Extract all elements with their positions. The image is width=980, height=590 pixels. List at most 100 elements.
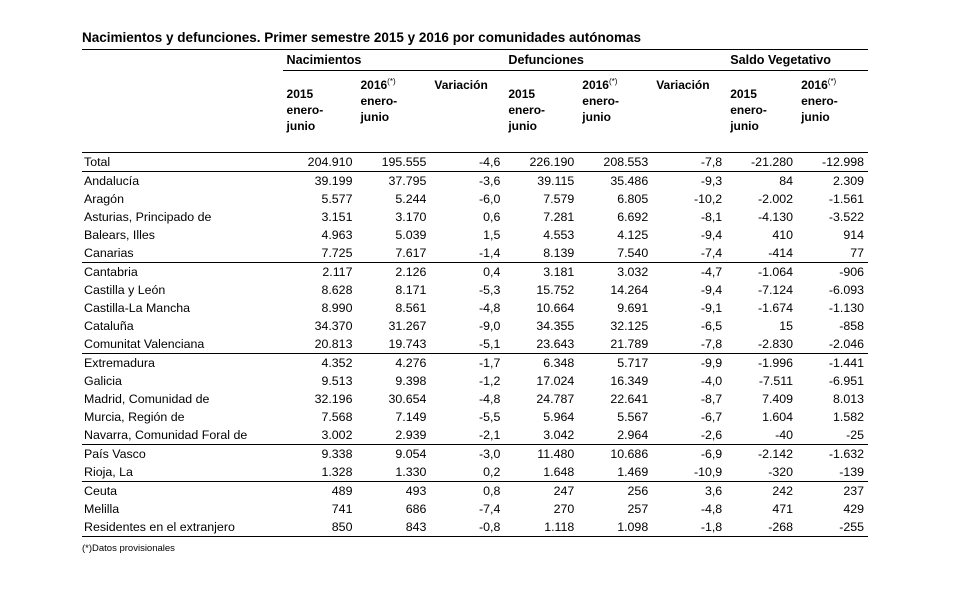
table-title: Nacimientos y defunciones. Primer semest… xyxy=(82,30,641,45)
saldo-2015: -7.511 xyxy=(758,374,794,388)
defunciones-2016: 32.125 xyxy=(610,319,649,333)
saldo-2015: -1.674 xyxy=(757,301,794,315)
defunciones-2015: 270 xyxy=(553,502,575,516)
period-label: enero- xyxy=(360,94,398,108)
nacimientos-2016: 31.267 xyxy=(388,319,427,333)
nacimientos-variacion: -0,8 xyxy=(430,518,505,537)
nacimientos-variacion: 0,4 xyxy=(430,262,505,281)
defunciones-variacion: -8,7 xyxy=(700,392,723,406)
nacimientos-2016: 7.149 xyxy=(395,410,427,424)
region-name: Asturias, Principado de xyxy=(84,210,212,224)
defunciones-variacion: -4,8 xyxy=(700,502,723,516)
nacimientos-2015: 32.196 xyxy=(314,392,353,406)
year-label: 2015 xyxy=(730,87,757,101)
defunciones-2016: 6.805 xyxy=(617,192,649,206)
defunciones-2015: 34.355 xyxy=(536,319,575,333)
saldo-2015: -268 xyxy=(726,518,798,537)
table-row: Navarra, Comunidad Foral de 3.002 2.939 -2,… xyxy=(82,426,868,445)
defunciones-2015: 1.118 xyxy=(504,518,579,537)
saldo-2016: -1.632 xyxy=(797,444,868,463)
nacimientos-variacion: -7,4 xyxy=(478,502,501,516)
saldo-2015: 471 xyxy=(772,502,794,516)
region-name: País Vasco xyxy=(82,444,283,463)
saldo-2015: -7.124 xyxy=(757,283,794,297)
nacimientos-2016: 7.617 xyxy=(395,246,427,260)
defunciones-2015: 7.281 xyxy=(543,210,575,224)
saldo-2015: -2.002 xyxy=(757,192,794,206)
defunciones-2016: 35.486 xyxy=(578,171,653,190)
nacimientos-2016: 9.398 xyxy=(395,374,427,388)
saldo-2015: -21.280 xyxy=(726,152,798,172)
table-row: Balears, Illes 4.963 5.039 1,5 4.553 4.125 -9,… xyxy=(82,226,868,244)
nacimientos-2016: 4.276 xyxy=(356,353,431,372)
defunciones-2016: 1.098 xyxy=(578,518,653,537)
region-name: Navarra, Comunidad Foral de xyxy=(84,428,248,442)
nacimientos-variacion: -3,6 xyxy=(430,171,505,190)
nacimientos-2016: 686 xyxy=(405,502,427,516)
defunciones-2015: 8.139 xyxy=(543,246,575,260)
table-row: Cantabria 2.117 2.126 0,4 3.181 3.032 -4,7 -1.0… xyxy=(82,262,868,281)
defunciones-2015: 7.579 xyxy=(543,192,575,206)
nacimientos-2016: 843 xyxy=(356,518,431,537)
nacimientos-variacion: -2,1 xyxy=(478,428,501,442)
table-row: País Vasco 9.338 9.054 -3,0 11.480 10.686 -6,9… xyxy=(82,444,868,463)
nacimientos-2015: 2.117 xyxy=(282,262,357,281)
defunciones-2015: 24.787 xyxy=(536,392,575,406)
saldo-2015: -414 xyxy=(768,246,794,260)
col-2016: 2016(*) enero- junio xyxy=(797,71,868,153)
period-label: enero- xyxy=(582,94,619,108)
nacimientos-2015: 741 xyxy=(331,502,353,516)
col-2016: 2016(*) enero- junio xyxy=(578,71,652,153)
defunciones-2016: 5.717 xyxy=(578,353,653,372)
defunciones-2016: 256 xyxy=(578,481,653,500)
corner-cell xyxy=(82,71,283,153)
saldo-2016: 8.013 xyxy=(832,392,864,406)
period-label: enero- xyxy=(801,94,838,108)
defunciones-2015: 4.553 xyxy=(543,228,575,242)
defunciones-2016: 2.964 xyxy=(617,428,649,442)
nacimientos-2015: 8.628 xyxy=(321,283,353,297)
defunciones-variacion: -6,7 xyxy=(700,410,723,424)
nacimientos-2016: 8.171 xyxy=(395,283,427,297)
nacimientos-2016: 9.054 xyxy=(356,444,431,463)
period-label: enero- xyxy=(508,103,546,117)
nacimientos-variacion: 0,8 xyxy=(430,481,505,500)
nacimientos-2016: 2.939 xyxy=(395,428,427,442)
defunciones-variacion: -9,3 xyxy=(652,171,727,190)
table-row: Comunitat Valenciana 20.813 19.743 -5,1 23.6… xyxy=(82,335,868,354)
nacimientos-variacion: -5,3 xyxy=(478,283,501,297)
year-label: 2015 xyxy=(286,87,314,101)
nacimientos-variacion: -4,8 xyxy=(478,392,501,406)
nacimientos-2015: 1.328 xyxy=(321,465,353,479)
defunciones-2016: 257 xyxy=(627,502,649,516)
table-row: Aragón 5.577 5.244 -6,0 7.579 6.805 -10,2 -2.00… xyxy=(82,190,868,208)
defunciones-2016: 21.789 xyxy=(610,337,649,351)
defunciones-2015: 247 xyxy=(504,481,579,500)
saldo-2016: 429 xyxy=(843,502,864,516)
nacimientos-2016: 37.795 xyxy=(356,171,431,190)
period-label: enero- xyxy=(286,103,324,117)
saldo-2015: -40 xyxy=(775,428,794,442)
region-name: Galicia xyxy=(84,374,122,388)
table-row: Extremadura 4.352 4.276 -1,7 6.348 5.717 -9,9-… xyxy=(82,353,868,372)
nacimientos-2015: 34.370 xyxy=(314,319,353,333)
defunciones-2016: 6.692 xyxy=(617,210,649,224)
saldo-2016: 2.309 xyxy=(797,171,868,190)
nacimientos-2015: 850 xyxy=(282,518,357,537)
defunciones-variacion: -4,0 xyxy=(700,374,723,388)
saldo-2016: -12.998 xyxy=(797,152,868,172)
saldo-2015: 84 xyxy=(726,171,798,190)
provisional-mark: (*) xyxy=(827,77,837,86)
table-row: Galicia 9.513 9.398 -1,2 17.024 16.349 -4,0 -7.… xyxy=(82,372,868,390)
provisional-mark: (*) xyxy=(608,77,618,86)
saldo-2016: -6.093 xyxy=(828,283,864,297)
region-name: Total xyxy=(82,152,283,172)
saldo-2016: -25 xyxy=(846,428,864,442)
defunciones-variacion: -6,9 xyxy=(652,444,727,463)
defunciones-2015: 23.643 xyxy=(536,337,575,351)
defunciones-variacion: -7,8 xyxy=(652,152,727,172)
table-row: Residentes en el extranjero 850 843 -0,8 1.1… xyxy=(82,518,868,537)
saldo-2016: -2.046 xyxy=(828,337,864,351)
table-row: Castilla-La Mancha 8.990 8.561 -4,8 10.664 9.… xyxy=(82,299,868,317)
corner-cell xyxy=(82,49,283,71)
